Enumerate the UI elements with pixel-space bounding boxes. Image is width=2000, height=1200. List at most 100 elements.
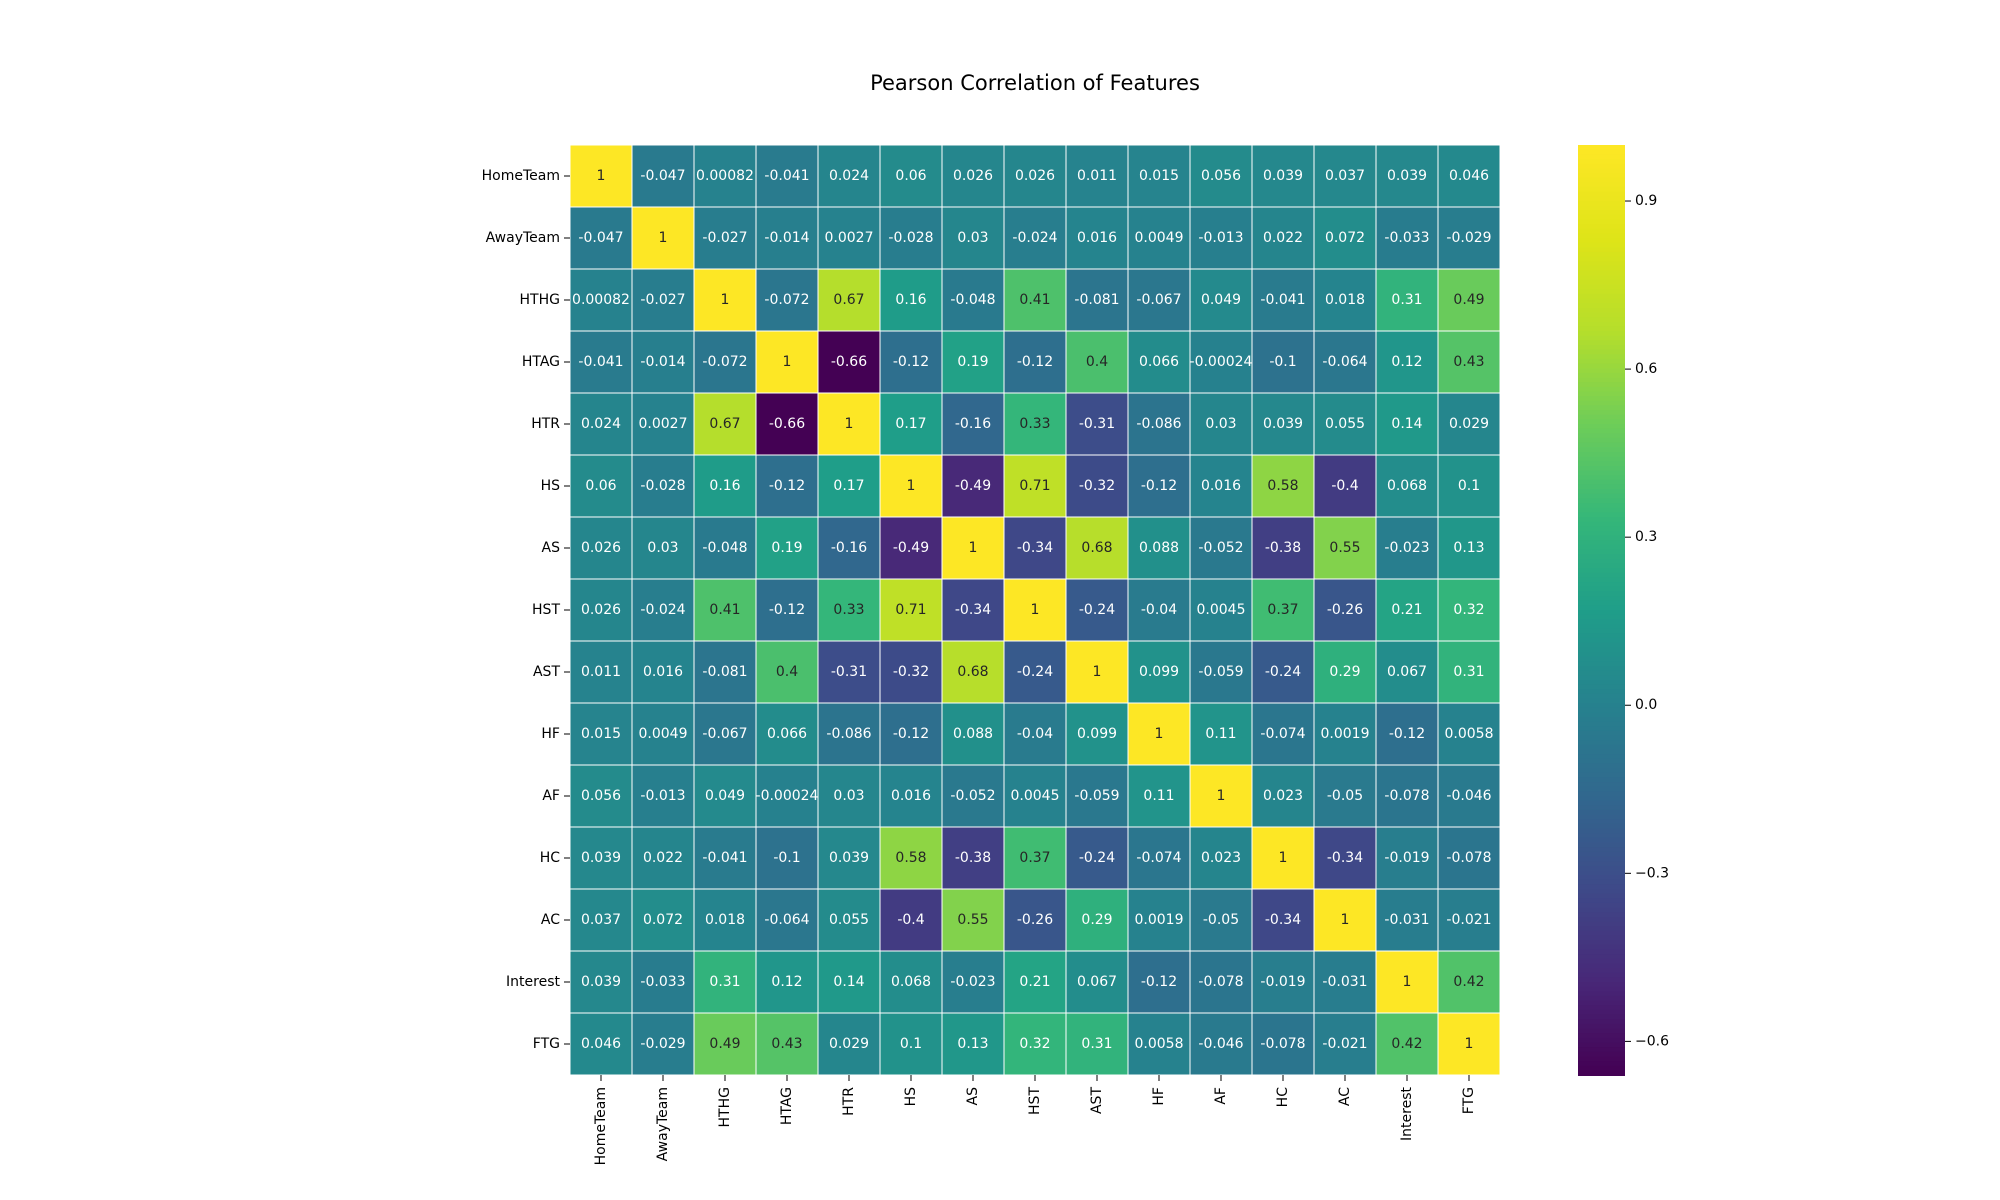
heatmap-cell xyxy=(879,764,943,828)
cell-value-label: -0.34 xyxy=(1017,540,1053,556)
colorbar-segment xyxy=(1578,233,1625,239)
heatmap-cell xyxy=(879,268,943,332)
cell-value-label: 0.0045 xyxy=(1011,788,1060,804)
colorbar-segment xyxy=(1578,312,1625,319)
cell-value-label: -0.12 xyxy=(1389,726,1425,742)
colorbar-segment xyxy=(1578,1037,1625,1044)
cell-value-label: 0.0019 xyxy=(1321,726,1370,742)
cell-value-label: -0.1 xyxy=(1269,354,1296,370)
heatmap-cell xyxy=(1127,392,1191,456)
cell-value-label: 0.037 xyxy=(1325,168,1365,184)
heatmap-cell xyxy=(817,330,881,394)
colorbar-segment xyxy=(1578,591,1625,598)
heatmap-cell xyxy=(1003,330,1067,394)
cell-value-label: 0.016 xyxy=(891,788,931,804)
heatmap-cell xyxy=(1189,950,1253,1014)
heatmap-cell xyxy=(1375,640,1439,704)
cell-value-label: -0.074 xyxy=(1260,726,1305,742)
colorbar-segment xyxy=(1578,326,1625,332)
cell-value-label: 0.0058 xyxy=(1445,726,1494,742)
cell-value-label: 0.4 xyxy=(776,664,798,680)
cell-value-label: 0.039 xyxy=(581,974,621,990)
cell-value-label: -0.4 xyxy=(1331,478,1358,494)
colorbar-segment xyxy=(1578,340,1625,346)
column-tick-label: HomeTeam xyxy=(593,1087,609,1165)
colorbar-segment xyxy=(1578,503,1625,509)
cell-value-label: 0.026 xyxy=(581,540,621,556)
colorbar-segment xyxy=(1578,540,1625,546)
column-tick-label: AwayTeam xyxy=(655,1087,671,1161)
cell-value-label: 0.011 xyxy=(1077,168,1117,184)
cell-value-label: -0.029 xyxy=(640,1036,685,1052)
colorbar-segment xyxy=(1578,293,1625,300)
heatmap-cell xyxy=(879,330,943,394)
cell-value-label: -0.041 xyxy=(702,850,747,866)
heatmap-cell xyxy=(1375,950,1439,1014)
heatmap-cell xyxy=(569,764,633,828)
cell-value-label: -0.028 xyxy=(640,478,685,494)
heatmap-cell xyxy=(1003,1012,1067,1076)
cell-value-label: 1 xyxy=(783,354,792,370)
cell-value-label: 0.49 xyxy=(709,1036,740,1052)
cell-value-label: 0.03 xyxy=(833,788,864,804)
cell-value-label: -0.013 xyxy=(1198,230,1243,246)
heatmap-cell xyxy=(755,640,819,704)
cell-value-label: 0.039 xyxy=(1263,168,1303,184)
cell-value-label: 0.016 xyxy=(643,664,683,680)
colorbar-segment xyxy=(1578,447,1625,453)
cell-value-label: -0.074 xyxy=(1136,850,1181,866)
colorbar-segment xyxy=(1578,823,1625,830)
colorbar-segment xyxy=(1578,582,1625,588)
heatmap-cell xyxy=(941,454,1005,518)
colorbar-segment xyxy=(1578,842,1625,849)
heatmap-cell xyxy=(1313,516,1377,580)
cell-value-label: -0.1 xyxy=(773,850,800,866)
heatmap-cell xyxy=(755,206,819,270)
cell-value-label: 0.19 xyxy=(771,540,802,556)
heatmap-cell xyxy=(1189,330,1253,394)
heatmap-cell xyxy=(1313,764,1377,828)
column-tick-label: HTHG xyxy=(717,1087,733,1127)
heatmap-cell xyxy=(1437,454,1501,518)
colorbar-segment xyxy=(1578,777,1625,784)
row-tick-label: HST xyxy=(532,602,560,618)
colorbar-segment xyxy=(1578,982,1625,988)
colorbar-segment xyxy=(1578,758,1625,765)
colorbar-segment xyxy=(1578,479,1625,486)
cell-value-label: 1 xyxy=(1031,602,1040,618)
cell-value-label: 1 xyxy=(1403,974,1412,990)
cell-value-label: 0.13 xyxy=(957,1036,988,1052)
heatmap-cell xyxy=(631,950,695,1014)
cell-value-label: 0.58 xyxy=(895,850,926,866)
cell-value-label: 0.066 xyxy=(1139,354,1179,370)
heatmap-cell xyxy=(631,144,695,208)
cell-value-label: 0.67 xyxy=(709,416,740,432)
cell-value-label: 0.049 xyxy=(1201,292,1241,308)
colorbar-segment xyxy=(1578,1056,1625,1063)
heatmap-cell xyxy=(1127,578,1191,642)
colorbar-segment xyxy=(1578,744,1625,751)
cell-value-label: 0.14 xyxy=(1391,416,1422,432)
heatmap-cell xyxy=(941,1012,1005,1076)
colorbar-segment xyxy=(1578,554,1625,560)
cell-value-label: -0.12 xyxy=(1141,478,1177,494)
colorbar-segment xyxy=(1578,372,1625,379)
colorbar-segment xyxy=(1578,219,1625,226)
colorbar-segment xyxy=(1578,865,1625,872)
heatmap-cell xyxy=(1251,206,1315,270)
cell-value-label: -0.047 xyxy=(640,168,685,184)
cell-value-label: 0.68 xyxy=(1081,540,1112,556)
colorbar-segment xyxy=(1578,902,1625,909)
heatmap-cell xyxy=(569,268,633,332)
cell-value-label: 0.42 xyxy=(1391,1036,1422,1052)
cell-value-label: -0.021 xyxy=(1446,912,1491,928)
colorbar-segment xyxy=(1578,698,1625,704)
colorbar-segment xyxy=(1578,149,1625,156)
cell-value-label: 0.067 xyxy=(1387,664,1427,680)
cell-value-label: 0.1 xyxy=(900,1036,922,1052)
cell-value-label: -0.047 xyxy=(578,230,623,246)
heatmap-cell xyxy=(1065,640,1129,704)
cell-value-label: -0.49 xyxy=(955,478,991,494)
cell-value-label: 1 xyxy=(1155,726,1164,742)
cell-value-label: -0.024 xyxy=(1012,230,1057,246)
